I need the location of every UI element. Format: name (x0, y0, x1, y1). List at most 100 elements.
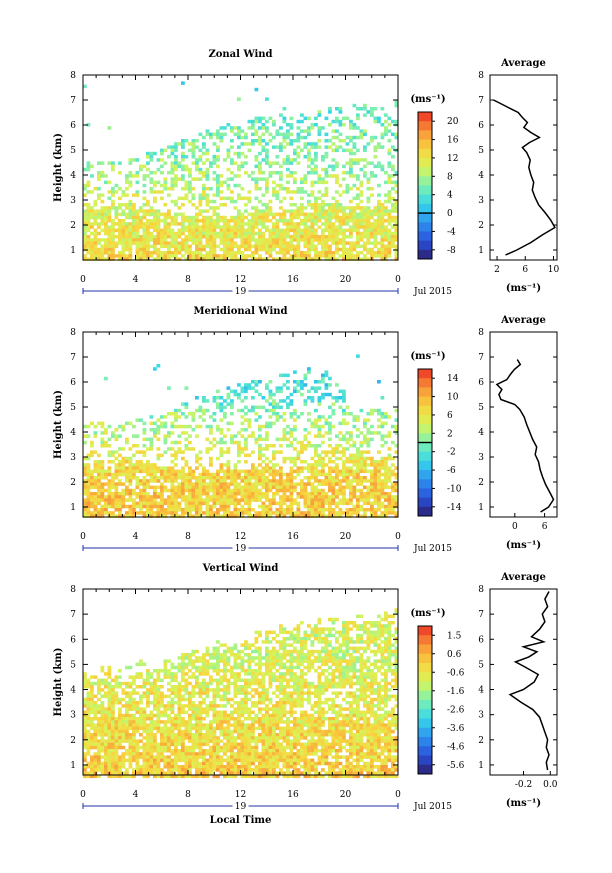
heatmap-cell (384, 238, 388, 242)
heatmap-cell (268, 251, 273, 255)
heatmap-cell (359, 206, 364, 210)
heatmap-cell (310, 472, 315, 477)
heatmap-cell (149, 235, 154, 239)
heatmap-cell (366, 219, 371, 223)
heatmap-cell (149, 463, 154, 467)
heatmap-cell (321, 469, 325, 474)
heatmap-cell (146, 681, 150, 686)
heatmap-cell (244, 247, 248, 252)
heatmap-cell (202, 193, 206, 197)
heatmap-cell (111, 713, 115, 718)
heatmap-cell (100, 488, 105, 493)
heatmap-cell (153, 367, 157, 371)
heatmap-cell (373, 241, 378, 245)
heatmap-cell (139, 225, 143, 229)
heatmap-cell (93, 742, 98, 747)
heatmap-cell (209, 511, 213, 515)
heatmap-cell (149, 761, 154, 766)
heatmap-cell (394, 231, 399, 236)
heatmap-cell (342, 463, 346, 467)
heatmap-cell (132, 231, 136, 236)
heatmap-cell (93, 251, 98, 255)
heatmap-cell (286, 187, 290, 191)
heatmap-cell (230, 231, 234, 236)
heatmap-cell (342, 447, 346, 451)
heatmap-cell (114, 235, 119, 239)
heatmap-cell (296, 508, 301, 512)
heatmap-cell (167, 412, 171, 416)
heatmap-cell (359, 215, 364, 220)
heatmap-cell (317, 254, 322, 258)
heatmap-cell (118, 733, 122, 737)
heatmap-cell (181, 241, 185, 245)
heatmap-cell (86, 164, 91, 169)
heatmap-cell (244, 196, 248, 201)
heatmap-cell (258, 428, 262, 432)
heatmap-cell (93, 755, 98, 759)
heatmap-cell (366, 251, 371, 255)
heatmap-cell (83, 219, 87, 223)
colorbar-segment (418, 185, 432, 196)
heatmap-cell (272, 171, 276, 175)
heatmap-cell (104, 707, 108, 711)
heatmap-cell (244, 412, 248, 416)
heatmap-cell (128, 717, 133, 721)
heatmap-cell (170, 675, 175, 679)
heatmap-cell (156, 251, 161, 255)
heatmap-cell (128, 215, 133, 220)
heatmap-cell (104, 257, 108, 261)
heatmap-cell (111, 231, 115, 236)
heatmap-cell (345, 161, 350, 165)
heatmap-cell (163, 257, 168, 261)
heatmap-cell (317, 492, 322, 496)
heatmap-cell (135, 418, 140, 422)
heatmap-cell (170, 485, 175, 490)
heatmap-cell (212, 222, 217, 226)
heatmap-cell (153, 765, 157, 769)
heatmap-cell (251, 219, 255, 223)
heatmap-cell (279, 174, 283, 178)
heatmap-cell (342, 421, 346, 426)
heatmap-cell (282, 241, 287, 245)
heatmap-cell (296, 241, 301, 245)
heatmap-cell (223, 492, 227, 496)
heatmap-cell (198, 219, 203, 223)
heatmap-cell (216, 396, 220, 400)
heatmap-cell (345, 482, 350, 486)
heatmap-cell (83, 492, 87, 496)
heatmap-cell (146, 508, 150, 512)
heatmap-cell (303, 180, 308, 185)
heatmap-cell (86, 681, 91, 686)
heatmap-cell (174, 238, 178, 242)
x-tick-label: 0 (80, 532, 86, 542)
heatmap-cell (114, 482, 119, 486)
heatmap-cell (142, 710, 147, 715)
heatmap-cell (219, 225, 224, 229)
heatmap-cell (275, 244, 280, 249)
heatmap-cell (111, 691, 115, 695)
heatmap-cell (289, 415, 294, 419)
heatmap-cell (328, 174, 332, 178)
heatmap-cell (170, 495, 175, 499)
heatmap-cell (258, 476, 262, 480)
heatmap-cell (251, 495, 255, 499)
heatmap-cell (265, 504, 269, 509)
average-frame (489, 74, 558, 261)
heatmap-cell (202, 190, 206, 194)
heatmap-cell (244, 418, 248, 422)
heatmap-cell (160, 758, 164, 763)
heatmap-cell (107, 235, 112, 239)
heatmap-cell (254, 244, 259, 249)
heatmap-cell (328, 508, 332, 512)
heatmap-cell (219, 501, 224, 506)
heatmap-cell (233, 161, 238, 165)
heatmap-cell (142, 720, 147, 724)
heatmap-cell (223, 225, 227, 229)
heatmap-cell (321, 498, 325, 502)
heatmap-cell (107, 691, 112, 695)
heatmap-cell (184, 476, 189, 480)
heatmap-cell (132, 755, 136, 759)
heatmap-cell (289, 142, 294, 146)
colorbar-tick-label: -6 (447, 466, 456, 476)
heatmap-cell (394, 498, 399, 502)
